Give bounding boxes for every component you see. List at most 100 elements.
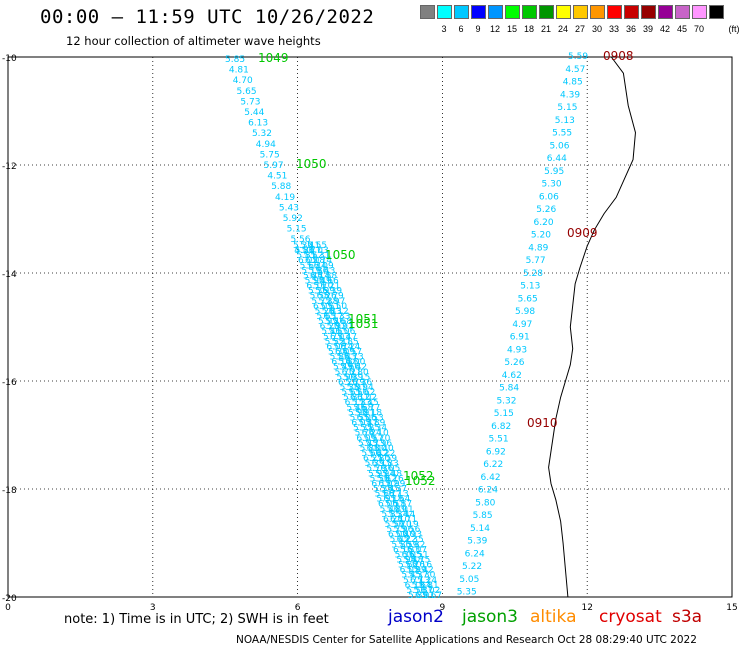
wave-height-value: 5.65 (237, 87, 257, 97)
scale-swatch (488, 5, 503, 19)
wave-height-value: 5.37 (408, 571, 428, 581)
scale-swatch (675, 5, 690, 19)
wave-height-value: 5.66 (361, 449, 381, 459)
wave-height-value: 5.42 (347, 363, 367, 373)
lat-tick-label: -14 (2, 270, 17, 280)
wave-height-value: 5.67 (300, 261, 320, 271)
wave-height-value: 6.09 (335, 348, 355, 358)
wave-height-value: 5.83 (400, 545, 420, 555)
wave-height-value: 5.32 (252, 129, 272, 139)
wave-height-value: 6.44 (547, 154, 567, 164)
scale-label: 15 (506, 24, 517, 34)
wave-height-value: 5.35 (404, 535, 424, 545)
wave-height-value: 6.03 (351, 419, 371, 429)
wave-height-value: 5.47 (337, 332, 357, 342)
wave-height-value: 5.31 (332, 337, 352, 347)
wave-height-value: 4.62 (502, 371, 522, 381)
wave-height-value: 6.24 (362, 429, 382, 439)
wave-height-value: 6.12 (329, 307, 349, 317)
wave-height-value: 5.97 (264, 161, 284, 171)
pass-label: 1050 (325, 248, 356, 262)
wave-height-value: 5.34 (388, 510, 408, 520)
wave-height-value: 5.53 (406, 586, 426, 596)
wave-height-value: 6.18 (383, 495, 403, 505)
wave-height-value: 5.39 (365, 459, 385, 469)
wave-height-value: 5.44 (244, 108, 264, 118)
wave-height-value: 6.26 (317, 292, 337, 302)
scale-swatch (437, 5, 452, 19)
scale-label: 39 (642, 24, 653, 34)
wave-height-value: 6.09 (314, 261, 334, 271)
pass-label: 1051 (348, 317, 379, 331)
wave-height-value: 5.43 (337, 353, 357, 363)
wave-height-value: 5.31 (310, 251, 330, 261)
satellite-s3a: s3a (672, 607, 703, 627)
wave-height-value: 5.34 (367, 424, 387, 434)
wave-height-value: 5.77 (323, 332, 343, 342)
wave-height-value: 6.91 (510, 333, 530, 343)
wave-height-value: 6.03 (330, 332, 350, 342)
wave-height-value: 5.44 (303, 271, 323, 281)
wave-height-value: 5.73 (386, 525, 406, 535)
wave-height-value: 5.57 (342, 348, 362, 358)
scale-swatch (505, 5, 520, 19)
wave-height-value: 6.20 (534, 218, 554, 228)
wave-height-value: 4.89 (528, 243, 548, 253)
wave-height-value: 6.06 (378, 500, 398, 510)
wave-height-value: 5.97 (347, 383, 367, 393)
wave-height-value: 6.02 (400, 566, 420, 576)
lon-tick-label: 12 (581, 603, 592, 613)
scale-unit: (ft) (728, 24, 740, 34)
wave-height-value: 5.98 (515, 307, 535, 317)
scale-label: 27 (574, 24, 585, 34)
wave-height-value: 5.84 (499, 384, 519, 394)
wave-height-value: 6.15 (350, 373, 370, 383)
scale-swatch (556, 5, 571, 19)
wave-height-value: 5.87 (413, 586, 433, 596)
wave-height-value: 5.66 (319, 277, 339, 287)
wave-height-value: 5.74 (355, 429, 375, 439)
wave-height-value: 5.80 (349, 368, 369, 378)
wave-height-value: 5.96 (372, 439, 392, 449)
wave-height-value: 5.62 (355, 388, 375, 398)
satellite-altika: altika (530, 607, 577, 627)
wave-height-value: 6.10 (390, 515, 410, 525)
wave-height-value: 5.26 (504, 358, 524, 368)
scale-label: 42 (659, 24, 670, 34)
wave-height-value: 5.94 (375, 469, 395, 479)
wave-height-value: 5.92 (348, 408, 368, 418)
wave-height-value: 5.28 (523, 269, 543, 279)
wave-height-value: 5.85 (473, 511, 493, 521)
wave-height-value: 5.15 (494, 409, 514, 419)
wave-height-value: 5.97 (368, 469, 388, 479)
coastline (548, 56, 636, 598)
scale-swatch (658, 5, 673, 19)
wave-height-value: 6.21 (320, 282, 340, 292)
wave-height-value: 6.20 (320, 322, 340, 332)
wave-height-value: 5.37 (387, 484, 407, 494)
wave-height-value: 5.19 (301, 266, 321, 276)
wave-height-value: 5.05 (459, 575, 479, 585)
wave-height-value: 5.39 (343, 373, 363, 383)
pass-label: 1050 (296, 157, 327, 171)
wave-height-value: 5.30 (542, 180, 562, 190)
wave-height-value: 5.81 (296, 251, 316, 261)
wave-height-value: 6.42 (481, 473, 501, 483)
wave-height-value: 5.35 (457, 588, 477, 598)
wave-height-value: 5.56 (290, 235, 310, 245)
wave-height-value: 5.13 (555, 116, 575, 126)
pass-label: 1051 (348, 312, 379, 326)
wave-height-value: 5.77 (403, 576, 423, 586)
wave-height-value: 5.99 (336, 373, 356, 383)
wave-height-value: 6.82 (491, 422, 511, 432)
wave-height-value: 6.22 (375, 449, 395, 459)
satellite-jason2: jason2 (388, 607, 444, 627)
wave-height-value: 5.50 (370, 474, 390, 484)
wave-height-value: 5.86 (330, 353, 350, 363)
wave-height-value: 5.70 (313, 282, 333, 292)
wave-height-value: 5.13 (520, 282, 540, 292)
pass-label: 0909 (567, 226, 598, 240)
wave-height-value: 6.18 (362, 408, 382, 418)
wave-height-value: 6.02 (420, 586, 440, 596)
wave-height-value: 5.50 (348, 388, 368, 398)
